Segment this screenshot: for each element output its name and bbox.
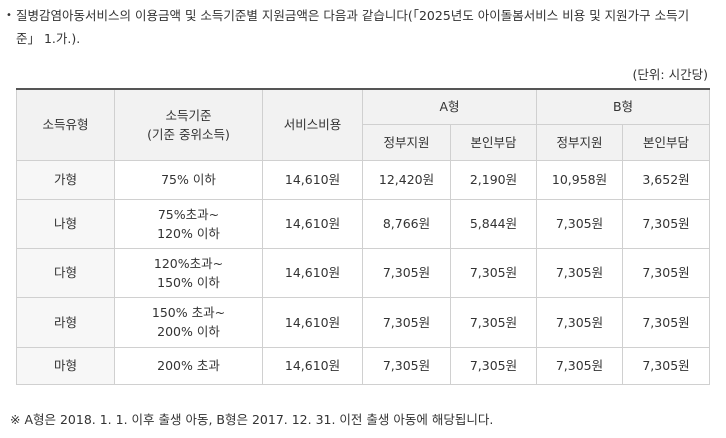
row-criteria-line1: 200% 초과 (157, 358, 220, 373)
row-b-self: 7,305원 (621, 247, 711, 298)
row-a-self: 7,305원 (450, 346, 537, 385)
table-row: 다형 120%초과~ 150% 이하 14,610원 7,305원 7,305원… (16, 247, 711, 298)
row-a-self: 2,190원 (450, 159, 537, 200)
row-a-gov: 12,420원 (362, 159, 451, 200)
fee-table: 소득유형 소득기준 (기준 중위소득) 서비스비용 A형 B형 정부지원 본인부… (16, 88, 711, 385)
row-a-self: 7,305원 (450, 296, 537, 348)
row-type: 다형 (16, 247, 115, 298)
row-fee: 14,610원 (262, 296, 363, 348)
table-row: 마형 200% 초과 14,610원 7,305원 7,305원 7,305원 … (16, 346, 711, 385)
row-criteria-line1: 75% 이하 (161, 172, 216, 187)
header-type-a: A형 (362, 88, 537, 125)
bullet-icon: • (6, 10, 12, 21)
row-fee: 14,610원 (262, 346, 363, 385)
row-criteria-line2: 200% 이하 (157, 324, 220, 339)
row-criteria: 75%초과~ 120% 이하 (114, 198, 263, 249)
row-a-gov: 7,305원 (362, 296, 451, 348)
intro-paragraph: • 질병감염아동서비스의 이용금액 및 소득기준별 지원금액은 다음과 같습니다(… (6, 4, 716, 50)
row-criteria-line1: 150% 초과~ (151, 305, 226, 320)
header-service-fee: 서비스비용 (262, 88, 363, 161)
header-income-criteria: 소득기준 (기준 중위소득) (114, 88, 263, 161)
header-a-self-pay: 본인부담 (450, 123, 537, 161)
row-type: 나형 (16, 198, 115, 249)
unit-label: (단위: 시간당) (632, 67, 708, 82)
row-a-gov: 7,305원 (362, 247, 451, 298)
row-b-self: 3,652원 (621, 159, 711, 200)
row-fee: 14,610원 (262, 247, 363, 298)
header-type-b: B형 (535, 88, 711, 125)
header-income-criteria-line1: 소득기준 (165, 107, 212, 123)
header-a-gov-support: 정부지원 (362, 123, 451, 161)
table-row: 나형 75%초과~ 120% 이하 14,610원 8,766원 5,844원 … (16, 198, 711, 249)
header-b-gov-support: 정부지원 (536, 123, 623, 161)
row-a-gov: 8,766원 (362, 198, 451, 249)
row-criteria: 150% 초과~ 200% 이하 (114, 296, 263, 348)
row-b-self: 7,305원 (621, 346, 711, 385)
row-criteria-line1: 120%초과~ (153, 255, 224, 271)
header-income-criteria-line2: (기준 중위소득) (147, 126, 230, 142)
row-criteria-line2: 150% 이하 (157, 274, 220, 290)
intro-text: 질병감염아동서비스의 이용금액 및 소득기준별 지원금액은 다음과 같습니다(「… (16, 8, 690, 46)
row-b-gov: 7,305원 (536, 247, 623, 298)
row-b-self: 7,305원 (621, 198, 711, 249)
row-type: 가형 (16, 159, 115, 200)
header-row-sub: 정부지원 본인부담 정부지원 본인부담 (17, 123, 711, 161)
row-type: 마형 (16, 346, 115, 385)
row-a-gov: 7,305원 (362, 346, 451, 385)
footnote: ※ A형은 2018. 1. 1. 이후 출생 아동, B형은 2017. 12… (10, 412, 494, 427)
row-b-self: 7,305원 (621, 296, 711, 348)
row-b-gov: 7,305원 (536, 296, 623, 348)
row-criteria: 200% 초과 (114, 346, 263, 385)
header-row-top: 소득유형 소득기준 (기준 중위소득) 서비스비용 A형 B형 (16, 88, 711, 161)
row-a-self: 5,844원 (450, 198, 537, 249)
row-fee: 14,610원 (262, 198, 363, 249)
row-a-self: 7,305원 (450, 247, 537, 298)
table-row: 라형 150% 초과~ 200% 이하 14,610원 7,305원 7,305… (16, 296, 711, 348)
row-type: 라형 (16, 296, 115, 348)
row-criteria: 120%초과~ 150% 이하 (114, 247, 263, 298)
row-criteria-line1: 75%초과~ (157, 206, 220, 222)
row-fee: 14,610원 (262, 159, 363, 200)
row-criteria-line2: 120% 이하 (157, 225, 220, 241)
row-b-gov: 10,958원 (536, 159, 623, 200)
header-b-self-pay: 본인부담 (621, 123, 711, 161)
table-row: 가형 75% 이하 14,610원 12,420원 2,190원 10,958원… (16, 159, 711, 200)
header-income-type: 소득유형 (16, 88, 115, 161)
row-criteria: 75% 이하 (114, 159, 263, 200)
row-b-gov: 7,305원 (536, 198, 623, 249)
row-b-gov: 7,305원 (536, 346, 623, 385)
